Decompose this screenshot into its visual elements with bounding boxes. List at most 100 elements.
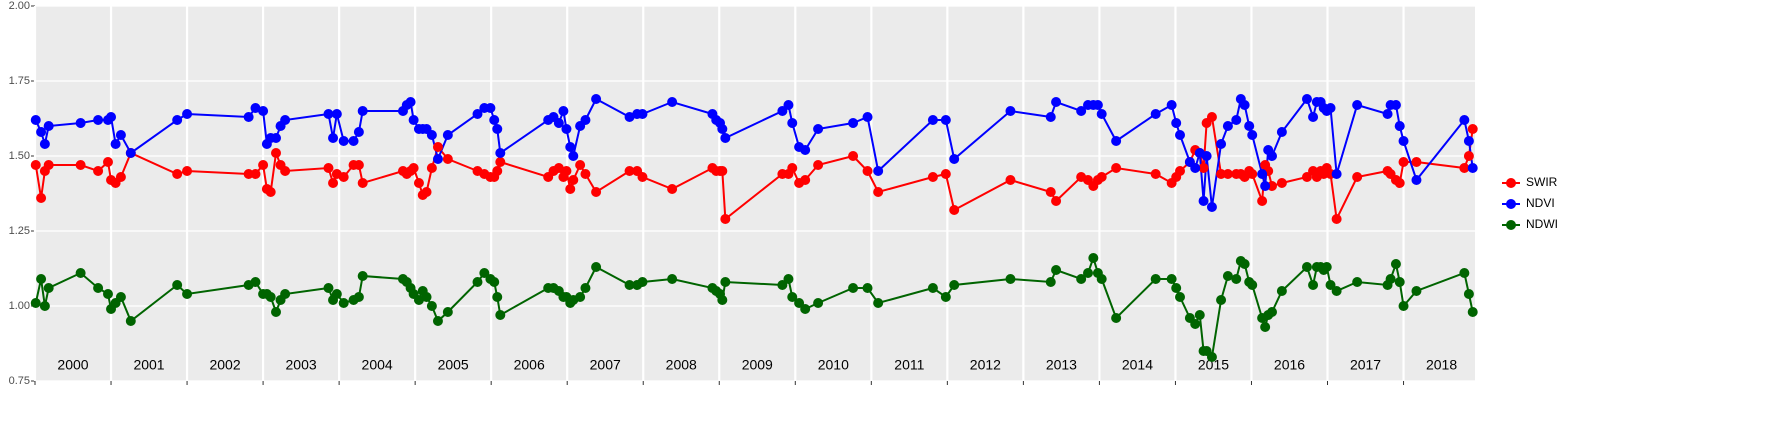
point — [36, 193, 47, 203]
point — [1150, 274, 1161, 284]
point — [637, 277, 648, 287]
point — [413, 178, 424, 188]
point — [1005, 175, 1016, 185]
point — [1394, 277, 1405, 287]
point — [1463, 289, 1474, 299]
point — [102, 157, 113, 167]
y-tick-label: 1.25 — [9, 225, 30, 237]
point — [39, 301, 50, 311]
year-label: 2000 — [57, 357, 88, 373]
point — [561, 124, 572, 134]
point — [172, 115, 183, 125]
point — [558, 106, 569, 116]
point — [949, 280, 960, 290]
year-label: 2008 — [666, 357, 697, 373]
point — [1005, 106, 1016, 116]
point — [43, 283, 54, 293]
point — [862, 283, 873, 293]
point — [1216, 139, 1227, 149]
point — [787, 292, 798, 302]
point — [1166, 274, 1177, 284]
point — [800, 145, 811, 155]
point — [1411, 286, 1422, 296]
point — [667, 97, 678, 107]
point — [432, 154, 443, 164]
point — [172, 169, 183, 179]
point — [1231, 115, 1242, 125]
point — [1331, 214, 1342, 224]
point — [1111, 163, 1122, 173]
point — [357, 106, 368, 116]
point — [115, 292, 126, 302]
point — [1045, 112, 1056, 122]
point — [357, 271, 368, 281]
point — [1459, 268, 1470, 278]
point — [591, 187, 602, 197]
point — [353, 127, 364, 137]
point — [1111, 136, 1122, 146]
point — [637, 109, 648, 119]
year-label: 2014 — [1122, 357, 1153, 373]
point — [783, 100, 794, 110]
point — [1411, 157, 1422, 167]
year-label: 2002 — [209, 357, 240, 373]
point — [492, 292, 503, 302]
point — [442, 154, 453, 164]
point — [243, 112, 254, 122]
point — [1247, 169, 1258, 179]
point — [1267, 307, 1278, 317]
point — [1206, 352, 1217, 362]
year-label: 2015 — [1198, 357, 1229, 373]
point — [250, 103, 261, 113]
point — [553, 118, 564, 128]
point — [172, 280, 183, 290]
point — [426, 130, 437, 140]
point — [1331, 286, 1342, 296]
point — [667, 184, 678, 194]
point — [1257, 196, 1268, 206]
point — [940, 115, 951, 125]
point — [30, 298, 41, 308]
point — [280, 115, 291, 125]
point — [848, 283, 859, 293]
point — [75, 160, 86, 170]
point — [331, 109, 342, 119]
point — [75, 118, 86, 128]
point — [873, 166, 884, 176]
point — [1194, 310, 1205, 320]
point — [1352, 277, 1363, 287]
point — [1385, 274, 1396, 284]
point — [783, 274, 794, 284]
point — [1092, 100, 1103, 110]
point — [813, 298, 824, 308]
point — [1301, 172, 1312, 182]
point — [323, 163, 334, 173]
point — [580, 115, 591, 125]
point — [1276, 127, 1287, 137]
point — [940, 292, 951, 302]
point — [1325, 280, 1336, 290]
y-tick-label: 1.00 — [9, 300, 30, 312]
point — [182, 166, 193, 176]
point — [426, 301, 437, 311]
point — [568, 151, 579, 161]
point — [338, 172, 349, 182]
point — [568, 175, 579, 185]
point — [565, 142, 576, 152]
point — [1398, 136, 1409, 146]
point — [271, 133, 282, 143]
point — [720, 214, 731, 224]
point — [30, 160, 41, 170]
point — [949, 205, 960, 215]
point — [873, 298, 884, 308]
y-tick-label: 2.00 — [9, 0, 30, 12]
point — [495, 310, 506, 320]
point — [1463, 151, 1474, 161]
point — [1166, 100, 1177, 110]
point — [927, 283, 938, 293]
point — [1083, 268, 1094, 278]
point — [1076, 274, 1087, 284]
point — [331, 289, 342, 299]
point — [353, 160, 364, 170]
point — [265, 292, 276, 302]
